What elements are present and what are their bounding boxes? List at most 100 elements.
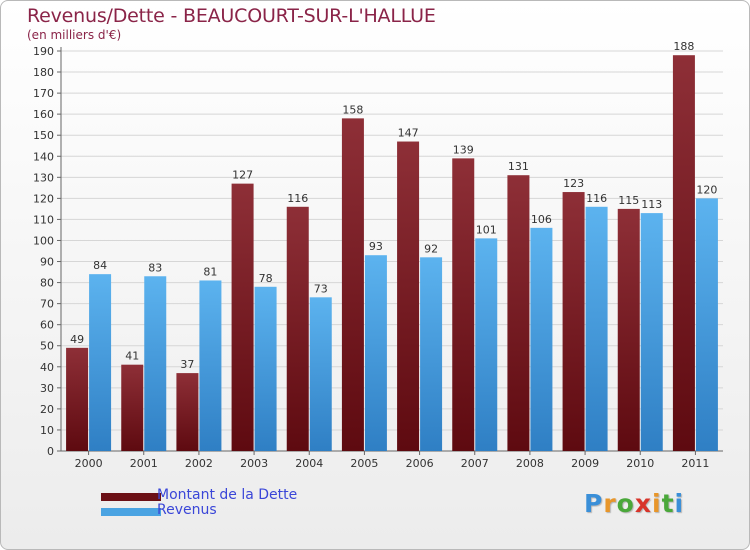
- bar-debt: [121, 364, 144, 451]
- bar-revenus: [420, 257, 443, 451]
- data-label-debt: 147: [398, 127, 419, 140]
- bar-debt: [617, 208, 640, 451]
- y-tick-label: 180: [33, 66, 54, 79]
- y-tick-label: 150: [33, 129, 54, 142]
- bar-revenus: [144, 276, 167, 451]
- x-tick-label: 2009: [571, 457, 599, 470]
- x-tick-label: 2002: [185, 457, 213, 470]
- bar-debt: [452, 158, 475, 452]
- data-label-debt: 41: [125, 350, 139, 363]
- data-label-revenus: 84: [93, 259, 107, 272]
- x-tick-label: 2003: [240, 457, 268, 470]
- logo-letter: r: [603, 489, 617, 518]
- data-label-revenus: 116: [586, 192, 607, 205]
- data-label-debt: 123: [563, 177, 584, 190]
- bar-layer: [66, 55, 718, 452]
- data-label-revenus: 73: [314, 282, 328, 295]
- legend-label-debt: Montant de la Dette: [157, 487, 298, 503]
- chart-title: Revenus/Dette - BEAUCOURT-SUR-L'HALLUE: [27, 5, 436, 27]
- logo-letter: i: [652, 489, 662, 518]
- bar-debt: [176, 373, 199, 451]
- data-label-revenus: 113: [641, 198, 662, 211]
- data-label-revenus: 78: [259, 272, 273, 285]
- y-tick-label: 20: [40, 403, 54, 416]
- logo-letter: o: [616, 489, 635, 518]
- x-tick-label: 2007: [461, 457, 489, 470]
- label-layer: 49 84 41 83 37 81 127 78 116 73 158 93 147 92 139 101 13…: [70, 40, 717, 371]
- bar-revenus: [585, 206, 608, 451]
- y-tick-label: 50: [40, 340, 54, 353]
- data-label-debt: 116: [287, 192, 308, 205]
- logo-letter: i: [674, 489, 685, 518]
- y-tick-label: 30: [40, 382, 54, 395]
- y-tick-label: 100: [33, 234, 54, 247]
- data-label-debt: 188: [673, 40, 694, 53]
- legend-label-revenus: Revenus: [157, 502, 217, 518]
- bar-revenus: [640, 213, 663, 451]
- y-tick-label: 90: [40, 256, 54, 269]
- y-tick-label: 80: [40, 277, 54, 290]
- bar-debt: [341, 118, 364, 452]
- bar-revenus: [309, 297, 332, 451]
- proxiti-logo: Proxiti: [584, 489, 684, 518]
- bar-revenus: [89, 274, 112, 451]
- x-tick-label: 2004: [295, 457, 323, 470]
- y-tick-label: 120: [33, 192, 54, 205]
- axis-layer: 0 10 20 30 40 50 60 70 80 90 100 110 120 130 140 150 160…: [33, 45, 723, 470]
- data-label-debt: 127: [232, 169, 253, 182]
- data-label-revenus: 106: [531, 213, 552, 226]
- data-label-revenus: 92: [424, 242, 438, 255]
- bar-revenus: [199, 280, 222, 451]
- y-tick-label: 10: [40, 424, 54, 437]
- x-tick-label: 2005: [350, 457, 378, 470]
- y-tick-label: 0: [47, 445, 54, 458]
- data-label-debt: 131: [508, 160, 529, 173]
- data-label-revenus: 101: [476, 223, 497, 236]
- data-label-revenus: 83: [148, 261, 162, 274]
- bar-debt: [286, 206, 309, 451]
- legend-swatch-revenus: [101, 508, 161, 516]
- bar-debt: [397, 141, 420, 452]
- data-label-revenus: 93: [369, 240, 383, 253]
- data-label-debt: 49: [70, 333, 84, 346]
- y-tick-label: 170: [33, 87, 54, 100]
- x-tick-label: 2006: [406, 457, 434, 470]
- data-label-debt: 158: [342, 103, 363, 116]
- bar-debt: [507, 175, 530, 452]
- bar-debt: [562, 192, 585, 452]
- bar-revenus: [254, 286, 277, 451]
- data-label-debt: 37: [180, 358, 194, 371]
- data-label-revenus: 81: [203, 265, 217, 278]
- bar-revenus: [475, 238, 498, 451]
- bar-revenus: [530, 227, 553, 451]
- y-tick-label: 40: [40, 361, 54, 374]
- y-tick-label: 110: [33, 213, 54, 226]
- x-tick-label: 2001: [130, 457, 158, 470]
- data-label-revenus: 120: [696, 183, 717, 196]
- logo-letter: t: [661, 489, 675, 518]
- x-tick-label: 2010: [626, 457, 654, 470]
- x-tick-label: 2008: [516, 457, 544, 470]
- y-tick-label: 140: [33, 150, 54, 163]
- bar-debt: [231, 183, 254, 451]
- bar-debt: [672, 55, 695, 452]
- grid-layer: [61, 50, 723, 431]
- y-tick-label: 160: [33, 108, 54, 121]
- bar-revenus: [695, 198, 718, 451]
- logo-letter: P: [584, 489, 604, 518]
- y-tick-label: 70: [40, 298, 54, 311]
- bar-debt: [66, 347, 89, 451]
- bar-revenus: [364, 255, 387, 451]
- data-label-debt: 115: [618, 194, 639, 207]
- chart-subtitle: (en milliers d'€): [27, 28, 122, 42]
- x-tick-label: 2011: [681, 457, 709, 470]
- data-label-debt: 139: [453, 143, 474, 156]
- y-tick-label: 130: [33, 171, 54, 184]
- logo-letter: x: [634, 489, 652, 518]
- x-tick-label: 2000: [75, 457, 103, 470]
- legend-swatch-debt: [101, 493, 161, 501]
- y-tick-label: 60: [40, 319, 54, 332]
- y-tick-label: 190: [33, 45, 54, 58]
